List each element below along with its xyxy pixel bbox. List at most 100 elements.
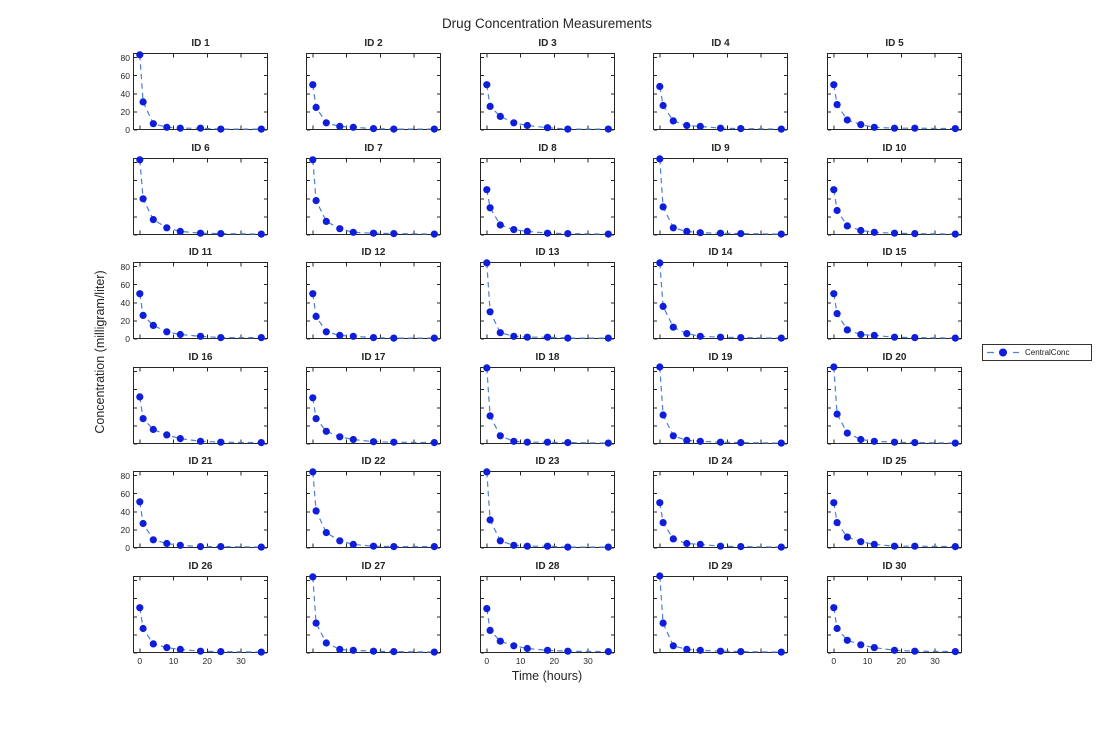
tick-marks — [481, 368, 614, 445]
subplot-id-22: ID 22 — [306, 456, 441, 551]
subplot-title: ID 6 — [191, 143, 210, 154]
x-tick-label: 20 — [896, 656, 906, 666]
tick-marks — [307, 368, 440, 445]
y-tick-label: 40 — [120, 506, 130, 517]
data-point-marker — [136, 498, 144, 506]
data-point-marker — [951, 230, 959, 238]
data-point-marker — [369, 438, 378, 446]
data-point-marker — [483, 364, 491, 372]
data-point-marker — [149, 120, 157, 128]
data-point-marker — [176, 124, 184, 132]
data-point-marker — [390, 648, 398, 656]
data-line — [312, 397, 435, 444]
data-point-marker — [136, 156, 144, 164]
data-point-marker — [163, 328, 171, 336]
subplot-title: ID 28 — [535, 561, 560, 572]
y-tick-label: 80 — [120, 52, 130, 63]
subplot-title: ID 8 — [538, 143, 557, 154]
data-point-marker — [843, 326, 851, 334]
data-point-marker — [139, 624, 147, 633]
subplot-title: ID 12 — [361, 247, 386, 258]
data-line — [833, 189, 956, 235]
x-tick-label: 0 — [831, 656, 837, 666]
tick-marks — [654, 263, 787, 340]
data-point-marker — [257, 648, 265, 656]
subplot-title: ID 25 — [882, 456, 907, 467]
data-point-marker — [604, 230, 612, 238]
data-point-marker — [149, 640, 157, 648]
data-point-marker — [163, 224, 171, 232]
data-point-marker — [604, 543, 612, 551]
data-point-marker — [217, 648, 225, 656]
data-point-marker — [312, 312, 320, 320]
subplot-id-4: ID 4 — [653, 38, 788, 133]
data-point-marker — [716, 542, 725, 550]
tick-marks — [828, 368, 961, 445]
data-line — [312, 576, 435, 653]
data-point-marker — [430, 439, 438, 447]
subplot-axes — [133, 576, 268, 656]
data-point-marker — [483, 468, 491, 476]
data-point-marker — [659, 101, 667, 110]
data-point-marker — [656, 259, 664, 267]
data-point-marker — [390, 438, 398, 446]
data-point-marker — [656, 499, 664, 507]
subplot-title: ID 10 — [882, 143, 907, 154]
tick-marks — [654, 472, 787, 549]
figure-title: Drug Concentration Measurements — [441, 16, 653, 31]
x-tick-label: 30 — [930, 656, 940, 666]
data-point-marker — [696, 229, 704, 237]
data-point-marker — [564, 334, 572, 342]
data-point-marker — [857, 435, 865, 444]
data-point-marker — [486, 516, 494, 524]
y-tick-label: 0 — [125, 543, 130, 553]
subplot-id-21: ID 21 0 20 40 60 80 — [121, 456, 268, 553]
data-point-marker — [669, 117, 677, 125]
subplot-axes — [306, 468, 441, 551]
data-point-marker — [777, 543, 785, 551]
data-point-marker — [369, 542, 378, 550]
data-point-marker — [322, 427, 330, 435]
data-point-marker — [136, 290, 144, 298]
subplot-id-18: ID 18 — [480, 352, 615, 447]
data-line — [833, 502, 956, 548]
data-point-marker — [257, 334, 265, 342]
subplot-title: ID 29 — [708, 561, 733, 572]
data-point-marker — [312, 619, 320, 627]
subplot-axes — [306, 262, 441, 342]
subplot-axes — [653, 471, 788, 551]
data-line — [486, 471, 609, 548]
data-point-marker — [870, 540, 878, 548]
data-point-marker — [951, 439, 959, 447]
subplot-title: ID 11 — [188, 247, 213, 258]
subplot-id-15: ID 15 — [827, 247, 962, 342]
data-line — [486, 84, 609, 130]
data-point-marker — [139, 415, 147, 423]
data-point-marker — [217, 125, 225, 133]
data-point-marker — [716, 647, 725, 655]
x-tick-label: 30 — [236, 656, 246, 666]
data-point-marker — [696, 332, 704, 340]
data-point-marker — [716, 333, 725, 341]
data-point-marker — [139, 195, 147, 203]
data-point-marker — [911, 542, 919, 550]
data-point-marker — [911, 334, 919, 342]
y-tick-label: 40 — [120, 88, 130, 99]
y-tick-label: 0 — [125, 125, 130, 135]
data-point-marker — [543, 438, 552, 446]
subplot-title: ID 14 — [708, 247, 733, 258]
data-point-marker — [659, 619, 667, 627]
data-point-marker — [543, 333, 552, 341]
legend-box: CentralConc — [982, 344, 1092, 361]
subplot-id-14: ID 14 — [653, 247, 788, 342]
data-point-marker — [870, 123, 878, 131]
data-point-marker — [659, 302, 667, 310]
data-point-marker — [163, 431, 171, 439]
axes-box — [480, 471, 615, 548]
legend-entry-label: CentralConc — [1025, 348, 1070, 357]
data-point-marker — [312, 415, 320, 423]
subplot-axes — [480, 259, 615, 342]
data-point-marker — [833, 624, 841, 633]
subplot-title: ID 3 — [538, 38, 557, 49]
data-point-marker — [890, 438, 899, 446]
